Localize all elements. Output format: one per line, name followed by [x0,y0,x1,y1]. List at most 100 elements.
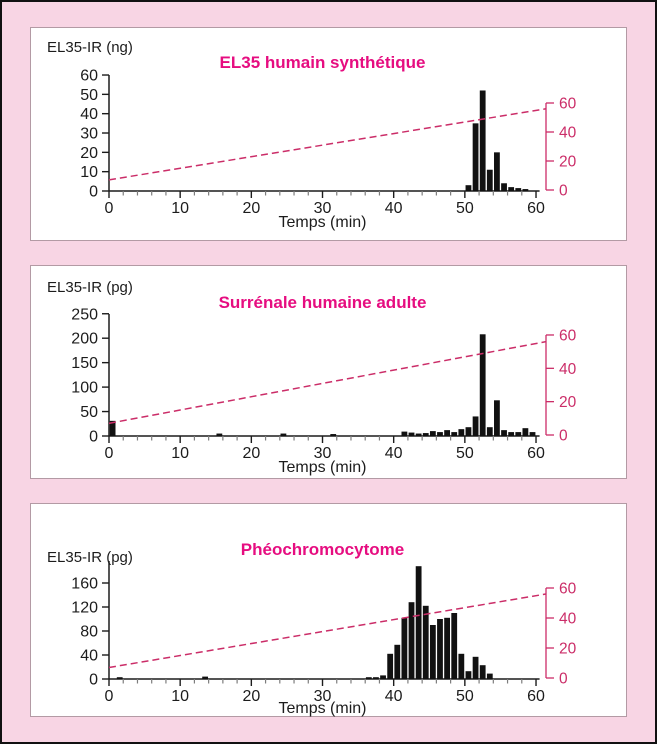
chart-panel-adrenal-adult: 0 10 20 30 40 50 60 0 50 100 150 200 250 0 20 40 60 EL35… [30,265,627,479]
chart-plot-adrenal-adult: 0 10 20 30 40 50 60 0 50 100 150 200 250 0 20 40 60 [71,306,577,462]
y-tick-label: 30 [80,126,98,143]
x-axis-title: Temps (min) [278,700,367,717]
chart-title: Phéochromocytome [240,540,405,559]
x-tick-label: 20 [242,200,260,217]
x-tick-label: 0 [105,445,114,462]
chart-title: EL35 humain synthétique [219,53,426,72]
x-tick-label: 20 [242,688,260,705]
right-axis-tick-label: 60 [559,327,577,344]
y-tick-label: 160 [71,576,98,593]
bar [472,123,479,191]
x-axis-title: Temps (min) [278,459,367,476]
y-axis-title: EL35-IR (ng) [47,39,133,56]
bar [486,169,493,191]
bar [415,566,422,679]
y-tick-label: 40 [80,648,98,665]
bar [486,427,493,436]
bar [116,677,123,679]
x-tick-label: 50 [456,688,474,705]
x-tick-label: 60 [527,200,545,217]
y-tick-label: 0 [89,429,98,446]
x-tick-label: 60 [527,445,545,462]
y-tick-label: 0 [89,672,98,689]
bar [444,617,450,679]
y-tick-label: 120 [71,600,98,617]
bar [330,434,337,436]
bar [508,187,515,191]
right-axis-tick-label: 20 [559,641,577,658]
chart-panel-pheochromocytoma: 0 10 20 30 40 50 60 0 40 80 120 160 0 20 40 60 EL35-IR … [30,503,627,717]
bar [501,430,507,436]
chart-plot-el35-synthetic: 0 10 20 30 40 50 60 0 10 20 30 40 50 60 0 20 40 60 [80,68,577,217]
bar [437,432,443,436]
bar [280,433,287,436]
gradient-dashed-line [108,593,547,669]
y-tick-label: 250 [71,306,98,323]
bar [415,433,422,436]
x-tick-label: 0 [105,688,114,705]
y-tick-label: 10 [80,164,98,181]
bar [422,433,429,436]
bar [109,420,116,436]
right-axis-tick-label: 0 [559,183,568,200]
bar [380,675,386,679]
bar [522,189,529,191]
bar [451,613,458,679]
right-axis-tick-label: 60 [559,581,577,598]
x-tick-label: 40 [385,688,403,705]
bar [365,677,372,679]
bar [444,430,450,436]
bar [458,653,465,679]
bar [472,416,479,436]
right-axis-tick-label: 0 [559,671,568,688]
right-axis-tick-label: 20 [559,154,577,171]
right-axis-tick-label: 0 [559,428,568,445]
bar [494,152,500,191]
bar [486,673,493,679]
x-tick-label: 40 [385,445,403,462]
bar [508,432,515,436]
bar [422,605,429,679]
bar [401,617,408,679]
x-tick-label: 30 [314,688,332,705]
bar [465,427,472,436]
bar [465,185,472,191]
panel-column: 0 10 20 30 40 50 60 0 10 20 30 40 50 60 0 20 40 60 EL35-I… [30,27,627,717]
bar [408,602,415,679]
x-tick-label: 40 [385,200,403,217]
bar [202,676,209,679]
bar [401,431,408,436]
y-tick-label: 0 [89,184,98,201]
right-axis-tick-label: 20 [559,394,577,411]
bar [437,619,443,679]
right-axis-tick-label: 40 [559,361,577,378]
gradient-dashed-line [108,340,547,425]
bar [515,432,522,436]
x-tick-label: 10 [171,445,189,462]
gradient-dashed-line [108,108,547,181]
chart-title: Surrénale humaine adulte [218,293,427,312]
bar [479,334,486,436]
right-axis-tick-label: 40 [559,125,577,142]
y-tick-label: 60 [80,68,98,85]
x-tick-label: 10 [171,688,189,705]
y-axis-title: EL35-IR (pg) [47,279,133,296]
bar [465,671,472,679]
bar [394,644,401,679]
bar [387,653,394,679]
y-axis-title: EL35-IR (pg) [47,549,133,566]
x-tick-label: 0 [105,200,114,217]
x-tick-label: 50 [456,445,474,462]
bar [494,400,500,436]
y-tick-label: 80 [80,624,98,641]
y-tick-label: 20 [80,145,98,162]
y-tick-label: 40 [80,106,98,123]
chart-panel-el35-synthetic: 0 10 20 30 40 50 60 0 10 20 30 40 50 60 0 20 40 60 EL35-I… [30,27,627,241]
y-tick-label: 50 [80,87,98,104]
bar [451,432,458,436]
x-tick-label: 30 [314,445,332,462]
bar [479,665,486,679]
bar [408,432,415,436]
y-tick-label: 150 [71,355,98,372]
